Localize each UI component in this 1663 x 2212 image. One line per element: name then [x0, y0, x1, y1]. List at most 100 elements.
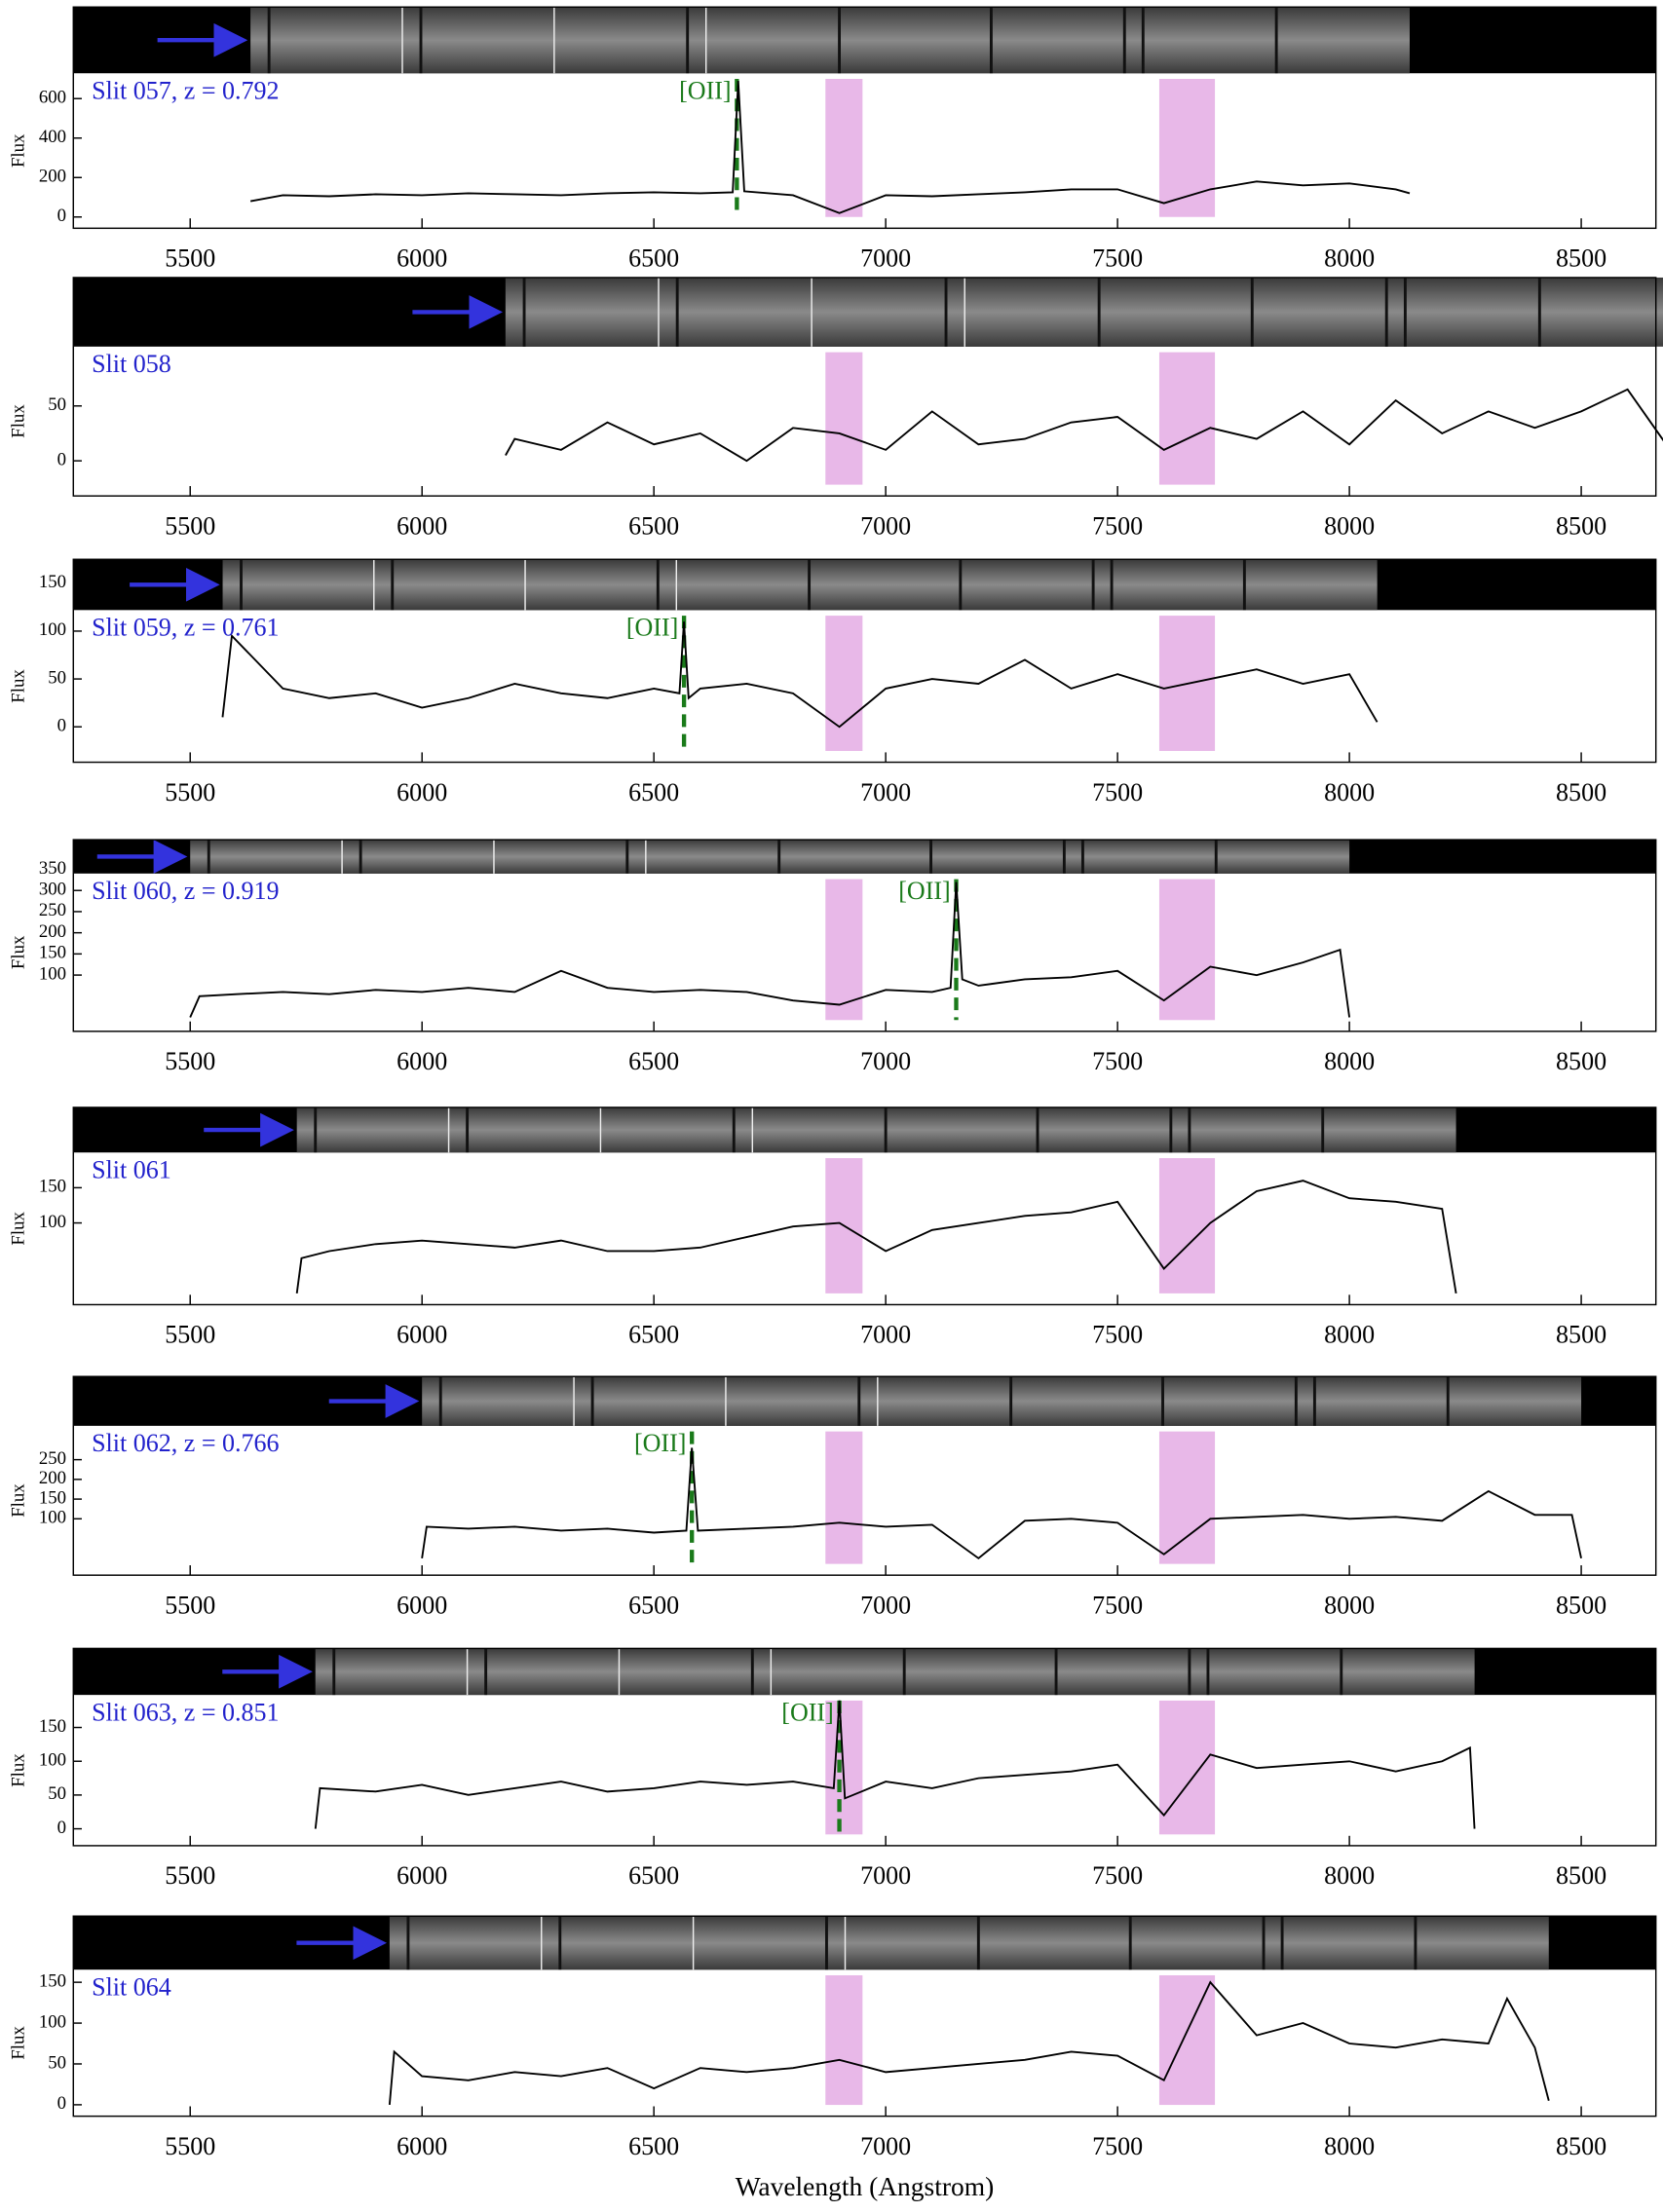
panel-title: Slit 060, z = 0.919: [92, 877, 279, 905]
x-tick-label: 7000: [860, 1047, 911, 1075]
x-tick-label: 6000: [397, 2132, 447, 2160]
telluric-band: [825, 1974, 863, 2106]
x-tick-label: 5500: [165, 1321, 215, 1349]
x-tick-label: 6500: [628, 511, 679, 540]
telluric-band: [1158, 1700, 1216, 1835]
plot-area: [73, 1695, 1656, 1846]
x-tick-label: 6500: [628, 1321, 679, 1349]
y-tick-label: 250: [39, 900, 66, 920]
x-tick-label: 5500: [165, 2132, 215, 2160]
image-strip: [222, 559, 1378, 611]
y-tick-label: 150: [39, 1970, 66, 1991]
y-tick-label: 100: [39, 1508, 66, 1528]
x-tick-label: 6500: [628, 244, 679, 273]
telluric-band: [825, 79, 863, 217]
spectrum: [295, 1180, 1457, 1294]
y-tick-label: 100: [39, 2011, 66, 2032]
x-tick-label: 6000: [397, 1861, 447, 1890]
x-tick-label: 7500: [1092, 244, 1143, 273]
y-tick-label: 0: [57, 206, 66, 226]
y-axis-label: Flux: [9, 2026, 29, 2060]
x-tick-label: 7000: [860, 511, 911, 540]
x-tick-label: 5500: [165, 1861, 215, 1890]
y-tick-label: 100: [39, 963, 66, 984]
y-tick-label: 600: [39, 88, 66, 108]
panel-title: Slit 063, z = 0.851: [92, 1698, 279, 1726]
y-axis-label: Flux: [9, 669, 29, 703]
y-tick-label: 100: [39, 619, 66, 640]
oii-label: [OII]: [781, 1698, 833, 1726]
x-tick-label: 7500: [1092, 1591, 1143, 1619]
plot-area: [73, 610, 1656, 763]
spectrum: [221, 621, 1379, 729]
x-tick-label: 7000: [860, 1321, 911, 1349]
x-tick-label: 8500: [1556, 778, 1606, 806]
y-tick-label: 150: [39, 943, 66, 963]
x-tick-label: 6500: [628, 778, 679, 806]
telluric-band: [1158, 879, 1216, 1021]
telluric-band: [825, 352, 863, 485]
axes-frame: [72, 1106, 1657, 1306]
y-axis-label: Flux: [9, 1753, 29, 1787]
telluric-band: [1158, 352, 1216, 485]
telluric-band: [825, 879, 863, 1021]
y-tick-label: 0: [57, 449, 66, 469]
x-axis-label: Wavelength (Angstrom): [736, 2172, 995, 2201]
panel-title: Slit 062, z = 0.766: [92, 1429, 279, 1457]
x-tick-label: 8500: [1556, 1321, 1606, 1349]
oii-label: [OII]: [626, 614, 678, 642]
y-tick-label: 300: [39, 880, 66, 900]
x-tick-label: 6000: [397, 1321, 447, 1349]
x-tick-label: 8000: [1324, 244, 1375, 273]
image-strip: [190, 840, 1350, 874]
panel-title: Slit 061: [92, 1155, 171, 1183]
panel-title: Slit 057, z = 0.792: [92, 76, 279, 104]
spectrum: [249, 80, 1411, 214]
x-tick-label: 7500: [1092, 511, 1143, 540]
x-tick-label: 8000: [1324, 2132, 1375, 2160]
y-tick-label: 50: [48, 667, 66, 688]
y-tick-label: 0: [57, 2093, 66, 2114]
x-tick-label: 7500: [1092, 778, 1143, 806]
y-tick-label: 200: [39, 167, 66, 187]
telluric-band: [1158, 1431, 1216, 1564]
spectrum: [314, 1700, 1476, 1829]
y-tick-label: 200: [39, 921, 66, 942]
x-tick-label: 6500: [628, 1047, 679, 1075]
image-strip: [389, 1916, 1549, 1970]
y-tick-label: 350: [39, 858, 66, 879]
axes-frame: [72, 558, 1657, 764]
image-strip: [250, 7, 1410, 74]
x-tick-label: 6000: [397, 778, 447, 806]
plot-area: [73, 1425, 1656, 1576]
axes-frame: [72, 1915, 1657, 2118]
x-tick-label: 8000: [1324, 511, 1375, 540]
plot-area: [73, 873, 1656, 1031]
y-axis-label: Flux: [9, 1212, 29, 1246]
x-tick-label: 6000: [397, 1591, 447, 1619]
x-tick-label: 8000: [1324, 778, 1375, 806]
x-tick-label: 6000: [397, 244, 447, 273]
x-tick-label: 8500: [1556, 244, 1606, 273]
plot-area: [73, 73, 1656, 229]
oii-label: [OII]: [898, 877, 950, 905]
y-tick-label: 50: [48, 394, 66, 415]
spectrum: [388, 1980, 1550, 2106]
x-tick-label: 5500: [165, 1047, 215, 1075]
plot-area: [73, 1969, 1656, 2117]
y-tick-label: 250: [39, 1448, 66, 1469]
y-tick-label: 100: [39, 1750, 66, 1771]
x-tick-label: 8000: [1324, 1321, 1375, 1349]
y-tick-label: 400: [39, 127, 66, 147]
x-tick-label: 8000: [1324, 1591, 1375, 1619]
y-tick-label: 200: [39, 1468, 66, 1488]
x-tick-label: 7500: [1092, 1321, 1143, 1349]
spectrum: [189, 881, 1351, 1018]
x-tick-label: 7000: [860, 1861, 911, 1890]
telluric-band: [1158, 1974, 1216, 2106]
x-tick-label: 6000: [397, 511, 447, 540]
plot-area: [73, 1152, 1656, 1305]
panel-title: Slit 059, z = 0.761: [92, 614, 279, 642]
